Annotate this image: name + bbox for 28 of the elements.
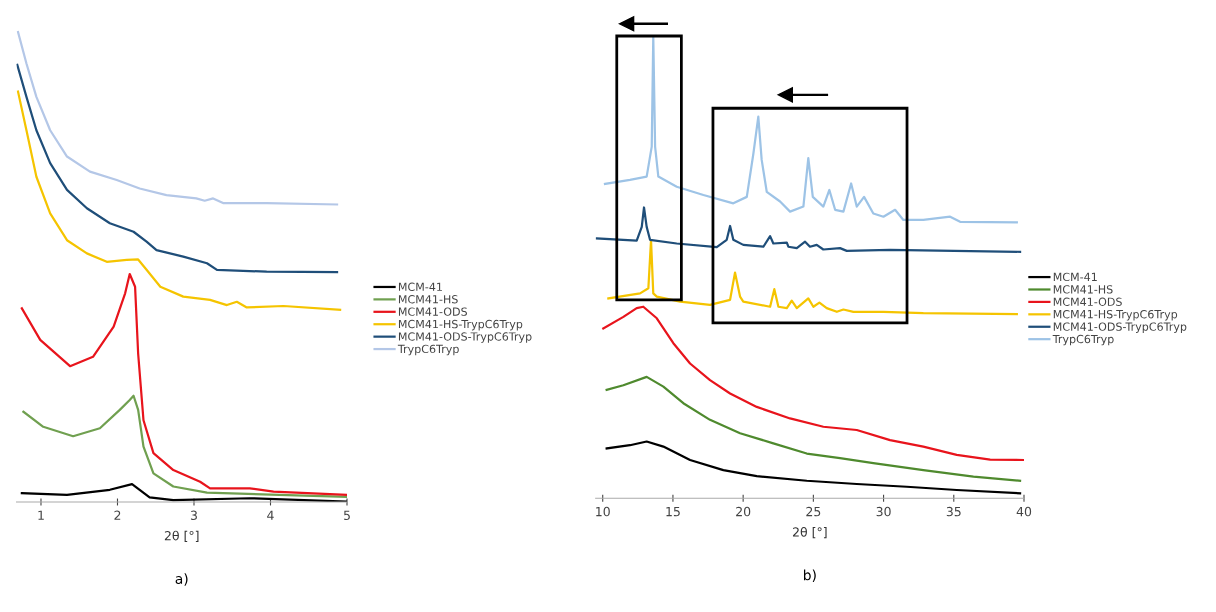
legend-label: MCM41-HS (398, 295, 458, 304)
x-tick-label: 15 (666, 507, 680, 517)
x-tick-label: 2 (114, 510, 121, 520)
x-axis-title: 2θ [°] (164, 530, 199, 542)
x-tick-label: 1 (38, 510, 44, 520)
x-tick-label: 3 (190, 510, 197, 521)
legend-label: MCM-41 (398, 282, 442, 292)
legend-label: MCM41-HS (1053, 285, 1113, 294)
x-axis-title: 2θ [°] (792, 526, 827, 539)
legend-label: MCM41-ODS-TrypC6Tryp (1053, 322, 1187, 333)
text: b) (803, 569, 816, 582)
x-tick-label: 5 (343, 510, 350, 521)
legend-label: MCM-41 (1053, 272, 1097, 282)
legend-label: MCM41-ODS-TrypC6Tryp (398, 332, 532, 343)
legend-label: MCM41-HS-TrypC6Tryp (1053, 309, 1178, 321)
x-tick-label: 10 (596, 506, 610, 517)
legend-label: TrypC6Tryp (1052, 334, 1114, 346)
legend-label: MCM41-HS-TrypC6Tryp (398, 319, 523, 331)
x-tick-label: 30 (876, 506, 891, 517)
x-tick-label: 35 (946, 506, 961, 517)
legend-label: MCM41-ODS (1053, 297, 1122, 306)
x-tick-label: 25 (806, 506, 821, 517)
text: a) (175, 573, 188, 586)
x-tick-label: 4 (267, 510, 274, 520)
legend-label: MCM41-ODS (398, 307, 467, 316)
x-tick-label: 40 (1016, 506, 1032, 517)
legend-label: TrypC6Tryp (397, 344, 459, 356)
x-tick-label: 20 (736, 506, 751, 517)
